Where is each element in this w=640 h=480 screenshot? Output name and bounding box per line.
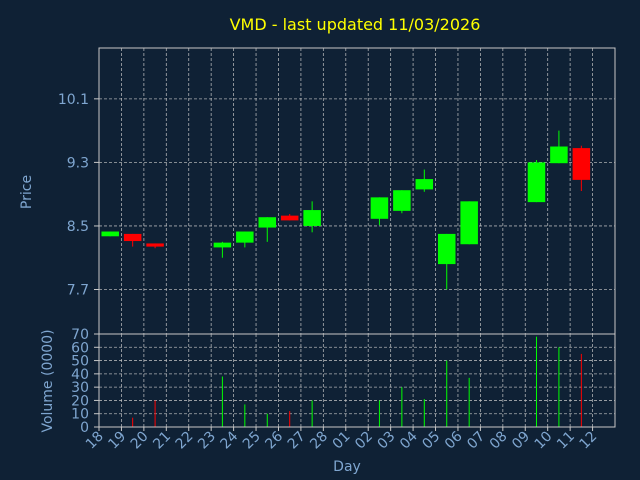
volume-tick-label: 10: [71, 407, 89, 423]
price-tick-label: 9.3: [67, 155, 89, 171]
x-axis-label: Day: [333, 459, 361, 475]
candle-body: [550, 146, 568, 164]
x-tick-labels: 1819202122232425262728010203040506070809…: [83, 427, 600, 452]
candle-body: [572, 148, 591, 180]
price-tick-label: 7.7: [67, 283, 89, 299]
candle-body: [258, 217, 277, 228]
price-tick-label: 8.5: [67, 219, 89, 235]
price-candles: [101, 130, 591, 290]
candle-body: [101, 231, 119, 237]
volume-tick-label: 30: [71, 380, 89, 396]
candle-body: [437, 233, 456, 265]
volume-panel-frame: [98, 333, 616, 428]
candle-body: [123, 233, 142, 242]
volume-tick-label: 70: [71, 327, 89, 343]
candle-body: [213, 242, 232, 248]
candle-body: [236, 231, 254, 243]
candle-body: [370, 197, 389, 219]
candle-body: [460, 201, 478, 245]
volume-tick-label: 50: [71, 354, 89, 370]
candle-body: [280, 215, 299, 221]
volume-tick-label: 20: [71, 393, 89, 409]
price-grid: [94, 48, 615, 334]
volume-tick-label: 40: [71, 367, 89, 383]
candle-body: [415, 179, 434, 190]
price-tick-labels: 7.7 8.5 9.3 10.1: [58, 92, 89, 299]
price-axis-label: Price: [19, 175, 35, 209]
candle-body: [303, 210, 321, 226]
candle-body: [527, 162, 546, 203]
chart-title: VMD - last updated 11/03/2026: [230, 15, 481, 34]
volume-tick-label: 0: [80, 420, 89, 436]
volume-tick-label: 60: [71, 340, 89, 356]
volume-bars: [132, 336, 582, 427]
volume-axis-label: Volume (0000): [40, 329, 56, 432]
candle-body: [146, 243, 164, 247]
price-tick-label: 10.1: [58, 92, 89, 108]
candle-body: [393, 190, 411, 211]
